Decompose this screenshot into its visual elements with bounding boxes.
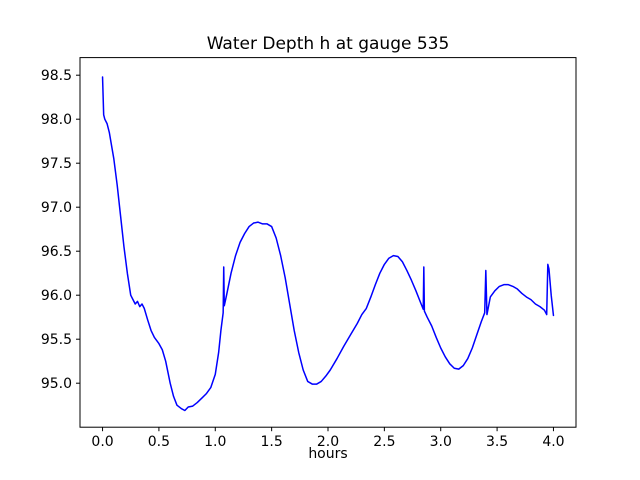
x-tick-label: 4.0 bbox=[542, 434, 564, 450]
x-axis-label: hours bbox=[308, 446, 348, 462]
y-tick-label: 95.0 bbox=[41, 376, 72, 392]
x-tick-label: 0.0 bbox=[91, 434, 113, 450]
x-tick-label: 0.5 bbox=[148, 434, 170, 450]
y-tick-label: 96.5 bbox=[41, 244, 72, 260]
y-tick-label: 97.5 bbox=[41, 156, 72, 172]
x-tick-label: 2.5 bbox=[373, 434, 395, 450]
data-line bbox=[101, 76, 555, 412]
chart-title: Water Depth h at gauge 535 bbox=[206, 34, 450, 54]
y-tick-label: 96.0 bbox=[41, 288, 72, 304]
y-tick-label: 98.5 bbox=[41, 68, 72, 84]
x-tick-label: 1.0 bbox=[204, 434, 226, 450]
x-tick-label: 3.0 bbox=[430, 434, 452, 450]
x-tick-label: 1.5 bbox=[261, 434, 283, 450]
y-tick-label: 97.0 bbox=[41, 200, 72, 216]
axes-border bbox=[79, 57, 577, 428]
y-tick-label: 98.0 bbox=[41, 112, 72, 128]
x-tick-label: 3.5 bbox=[486, 434, 508, 450]
x-tick-label: 2.0 bbox=[317, 434, 339, 450]
y-tick-label: 95.5 bbox=[41, 332, 72, 348]
